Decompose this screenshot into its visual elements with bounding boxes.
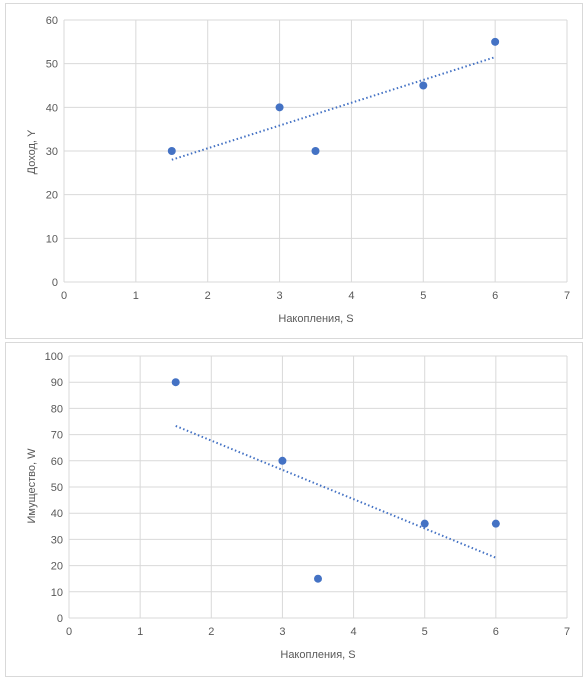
- x-tick-label: 7: [564, 290, 570, 302]
- x-tick-label: 0: [66, 626, 72, 638]
- y-tick-label: 90: [51, 377, 63, 389]
- data-point: [419, 81, 428, 90]
- x-tick-label: 5: [420, 290, 426, 302]
- x-tick-label: 5: [422, 626, 428, 638]
- data-point: [314, 574, 322, 583]
- data-point: [167, 147, 176, 155]
- y-tick-label: 0: [52, 277, 58, 289]
- y-tick-label: 40: [51, 508, 63, 520]
- y-tick-label: 70: [51, 430, 63, 442]
- y-tick-label: 100: [45, 351, 63, 363]
- data-point: [311, 147, 320, 155]
- x-tick-label: 4: [348, 290, 354, 302]
- chart-income-vs-savings: 0 10 20 30 40 50 60 0 1 2 3 4 5 6 7 Накопления, S Дохо…: [5, 3, 583, 339]
- x-tick-label: 6: [493, 626, 499, 638]
- x-tick-label: 1: [137, 626, 143, 638]
- y-tick-label: 50: [46, 59, 58, 71]
- x-tick-label: 7: [564, 626, 570, 638]
- x-tick-label: 3: [279, 626, 285, 638]
- y-tick-label: 30: [46, 146, 58, 158]
- y-tick-label: 40: [46, 102, 58, 114]
- x-tick-label: 1: [133, 290, 139, 302]
- y-axis-label: Имущество, W: [26, 448, 38, 524]
- data-point: [275, 103, 284, 112]
- y-tick-label: 60: [51, 456, 63, 468]
- x-tick-label: 2: [208, 626, 214, 638]
- y-tick-label: 0: [57, 613, 63, 625]
- x-tick-label: 2: [205, 290, 211, 302]
- y-tick-label: 60: [46, 15, 58, 27]
- chart-property-vs-savings: 0 10 20 30 40 50 60 70 80 90 100 0 1 2 3 4 5 6 7 Накоплени…: [5, 342, 583, 677]
- plot-area: 0 10 20 30 40 50 60 70 80 90 100 0 1 2 3 4 5 6 7: [45, 351, 570, 638]
- chart-income-svg: 0 10 20 30 40 50 60 0 1 2 3 4 5 6 7 Накопления, S Дохо…: [26, 15, 570, 325]
- x-axis-label: Накопления, S: [280, 649, 355, 661]
- trendline: [171, 56, 496, 161]
- data-point: [171, 378, 180, 387]
- x-tick-label: 6: [492, 290, 498, 302]
- data-point: [491, 519, 500, 528]
- x-tick-label: 4: [351, 626, 357, 638]
- data-point: [491, 37, 500, 46]
- y-tick-label: 20: [51, 561, 63, 573]
- chart-property-svg: 0 10 20 30 40 50 60 70 80 90 100 0 1 2 3 4 5 6 7 Накоплени…: [26, 351, 570, 661]
- x-axis-label: Накопления, S: [278, 313, 353, 325]
- y-tick-label: 10: [51, 587, 63, 599]
- plot-area: 0 10 20 30 40 50 60 0 1 2 3 4 5 6 7: [46, 15, 570, 302]
- y-tick-label: 80: [51, 403, 63, 415]
- y-tick-label: 10: [46, 233, 58, 245]
- y-tick-label: 30: [51, 534, 63, 546]
- x-tick-label: 0: [61, 290, 67, 302]
- data-point: [278, 456, 287, 465]
- x-tick-label: 3: [277, 290, 283, 302]
- trendline: [175, 425, 497, 559]
- y-tick-label: 20: [46, 190, 58, 202]
- y-tick-label: 50: [51, 482, 63, 494]
- data-point: [420, 519, 429, 528]
- y-axis-label: Доход, Y: [26, 129, 38, 174]
